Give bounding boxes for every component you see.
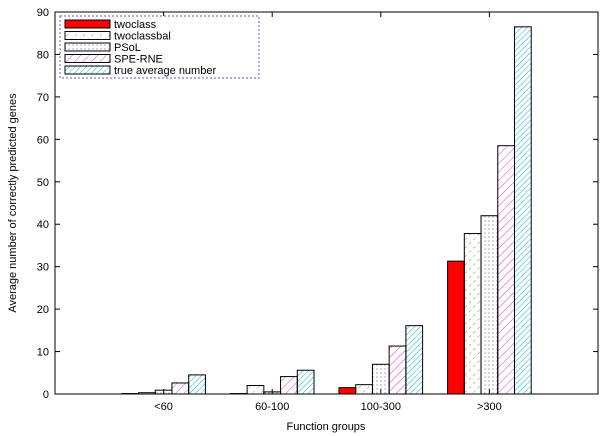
bar-true-average-number xyxy=(405,325,424,395)
x-tick-label: 60-100 xyxy=(255,401,289,413)
bar-spe-rne xyxy=(171,382,190,395)
legend-swatch xyxy=(64,19,111,29)
legend-swatch xyxy=(64,54,111,63)
bar-true-average-number xyxy=(296,369,315,395)
y-tick-label: 40 xyxy=(37,219,49,231)
bar-psol xyxy=(263,391,282,395)
legend-swatch xyxy=(64,31,111,40)
bar-twoclassbal xyxy=(463,233,482,395)
y-tick-label: 70 xyxy=(37,92,49,104)
y-tick-label: 50 xyxy=(37,177,49,189)
x-axis-ticks: <60 60-100 100-300 >300 xyxy=(154,12,502,413)
legend-label: true average number xyxy=(114,65,216,77)
x-axis-label: Function groups xyxy=(287,421,366,433)
y-axis-ticks: 0 10 20 30 40 50 60 70 80 90 xyxy=(37,7,598,401)
legend-swatch xyxy=(64,42,111,52)
bar-twoclassbal xyxy=(246,385,265,395)
legend-label: twoclass xyxy=(114,19,157,31)
y-tick-label: 10 xyxy=(37,347,49,359)
bar-twoclassbal xyxy=(355,384,373,395)
bar-spe-rne xyxy=(388,345,407,395)
y-axis-label: Average number of correctly predicted ge… xyxy=(7,93,19,313)
y-tick-label: 0 xyxy=(43,389,49,401)
bar-psol xyxy=(371,363,390,395)
bar-twoclassbal xyxy=(138,392,156,395)
legend-label: twoclassbal xyxy=(114,31,171,43)
legend-label: PSoL xyxy=(114,42,141,54)
bar-spe-rne xyxy=(280,376,298,395)
bar-spe-rne xyxy=(497,145,515,395)
x-tick-label: >300 xyxy=(477,401,502,413)
x-tick-label: 100-300 xyxy=(361,401,401,413)
bar-series-group xyxy=(121,26,532,395)
y-tick-label: 80 xyxy=(37,49,49,61)
bar-psol xyxy=(480,215,499,395)
legend-label: SPE-RNE xyxy=(114,54,163,66)
plot-frame xyxy=(54,11,599,395)
x-tick-label: <60 xyxy=(154,401,173,413)
y-tick-label: 30 xyxy=(37,262,49,274)
legend-swatch xyxy=(64,65,111,75)
bar-twoclass xyxy=(338,387,357,395)
y-tick-label: 20 xyxy=(37,304,49,316)
bar-psol xyxy=(154,389,173,395)
y-tick-label: 90 xyxy=(37,7,49,19)
bar-true-average-number xyxy=(188,374,206,395)
y-tick-label: 60 xyxy=(37,134,49,146)
bar-twoclass xyxy=(447,260,465,395)
bar-true-average-number xyxy=(513,26,532,395)
